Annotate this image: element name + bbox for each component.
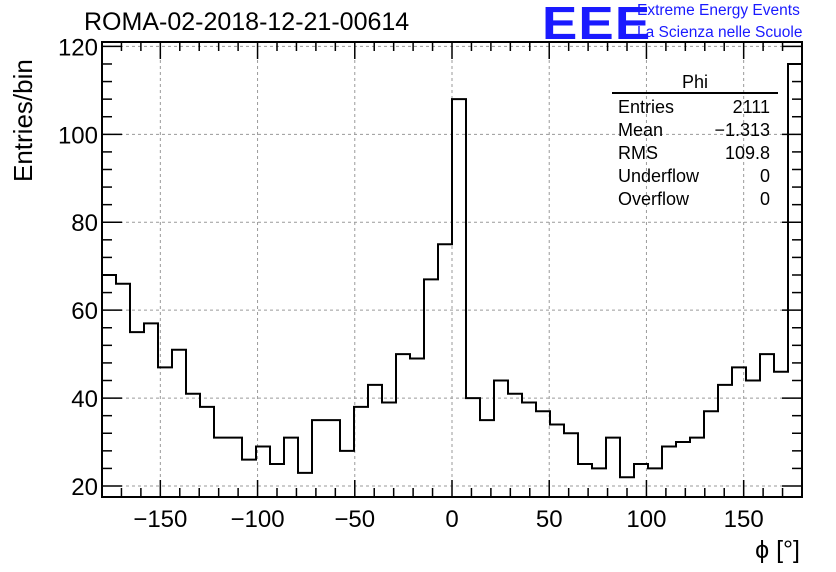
histogram-bin [340, 451, 354, 497]
histogram-bin [508, 394, 522, 497]
histogram-bin [144, 323, 158, 497]
x-tick-label: 50 [536, 506, 563, 533]
histogram-bin [662, 446, 676, 497]
stats-label: Overflow [618, 189, 690, 209]
y-tick-label: 20 [71, 474, 98, 501]
x-tick-label: 100 [626, 506, 666, 533]
x-tick-label: 0 [445, 506, 458, 533]
histogram-bin [788, 64, 802, 497]
histogram-bin [592, 468, 606, 497]
histogram-bin [704, 411, 718, 497]
histogram-bin [116, 284, 130, 497]
stats-label: RMS [618, 143, 658, 163]
histogram-bin [480, 420, 494, 497]
logo-line-1: Extreme Energy Events [637, 2, 800, 19]
histogram-bin [466, 398, 480, 497]
histogram-bin [536, 411, 550, 497]
histogram-bin [242, 460, 256, 497]
histogram-bin [564, 433, 578, 497]
x-tick-labels: −150 −100 −50 0 50 100 150 [133, 506, 763, 533]
stats-label: Mean [618, 120, 664, 140]
histogram-bin [382, 402, 396, 497]
y-tick-label: 40 [71, 386, 98, 413]
histogram-bin [172, 350, 186, 497]
histogram-bin [452, 99, 466, 497]
histogram-bin [214, 438, 228, 497]
histogram-bin [298, 473, 312, 497]
histogram-bin [690, 438, 704, 497]
histogram-bin [200, 407, 214, 497]
y-tick-label: 100 [58, 122, 98, 149]
stats-value: −1.313 [714, 120, 770, 140]
logo-mark: EEE [542, 0, 652, 49]
histogram-bin [326, 420, 340, 497]
stats-row-rms: RMS 109.8 [612, 142, 778, 165]
histogram-bin [648, 468, 662, 497]
stats-value: 2111 [732, 97, 770, 117]
histogram-bin [228, 438, 242, 497]
histogram-bin [354, 407, 368, 497]
x-tick-label: −100 [231, 506, 285, 533]
histogram-bin [718, 385, 732, 497]
stats-box: Phi Entries 2111 Mean −1.313 RMS 109.8 U… [612, 72, 778, 211]
axis-ticks [102, 42, 802, 497]
histogram-bin [186, 394, 200, 497]
stats-row-entries: Entries 2111 [612, 96, 778, 119]
histogram-bin [760, 354, 774, 497]
histogram-bin [424, 279, 438, 497]
histogram-bin [410, 359, 424, 497]
stats-label: Entries [618, 97, 675, 117]
stats-row-overflow: Overflow 0 [612, 188, 778, 211]
histogram-bin [578, 464, 592, 497]
histogram-line [102, 62, 802, 479]
histogram-bin [130, 332, 144, 497]
x-axis-label: ϕ [°] [755, 536, 800, 564]
stats-row-mean: Mean −1.313 [612, 119, 778, 142]
histogram-bin [102, 275, 116, 497]
histogram-bin [368, 385, 382, 497]
y-tick-label: 60 [71, 298, 98, 325]
stats-value: 0 [759, 189, 770, 209]
x-tick-label: 150 [724, 506, 764, 533]
histogram-bin [396, 354, 410, 497]
y-tick-label: 80 [71, 210, 98, 237]
stats-label: Underflow [618, 166, 700, 186]
stats-value: 0 [759, 166, 770, 186]
stats-value: 109.8 [724, 143, 770, 163]
histogram-bin [438, 244, 452, 497]
y-tick-labels: 20 40 60 80 100 120 [58, 34, 98, 501]
logo-line-2: La Scienza nelle Scuole [637, 24, 803, 41]
stats-divider [612, 92, 778, 94]
y-tick-label: 120 [58, 34, 98, 61]
histogram-bin [774, 372, 788, 497]
x-tick-label: −150 [133, 506, 187, 533]
run-title: ROMA-02-2018-12-21-00614 [84, 8, 410, 36]
histogram-bin [312, 420, 326, 497]
histogram-bin [522, 402, 536, 497]
histogram-bin [676, 442, 690, 497]
stats-row-underflow: Underflow 0 [612, 165, 778, 188]
stats-name: Phi [681, 72, 708, 92]
x-tick-label: −50 [334, 506, 375, 533]
y-axis-label: Entries/bin [8, 59, 38, 182]
